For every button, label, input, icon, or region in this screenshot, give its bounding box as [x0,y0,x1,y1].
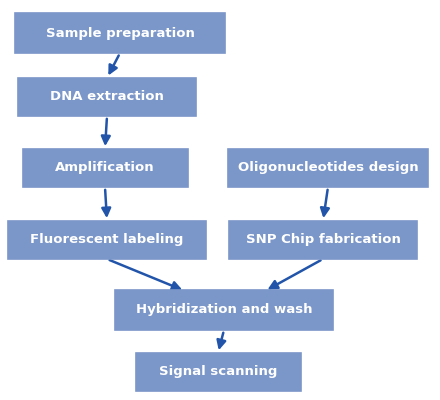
Text: Hybridization and wash: Hybridization and wash [136,304,312,316]
FancyBboxPatch shape [115,290,333,330]
FancyBboxPatch shape [229,221,417,259]
Text: Fluorescent labeling: Fluorescent labeling [30,234,183,246]
Text: Signal scanning: Signal scanning [159,366,277,378]
FancyBboxPatch shape [15,13,225,53]
FancyBboxPatch shape [136,353,301,391]
Text: Sample preparation: Sample preparation [46,26,194,40]
Text: SNP Chip fabrication: SNP Chip fabrication [246,234,400,246]
Text: Amplification: Amplification [55,162,155,174]
FancyBboxPatch shape [22,149,187,187]
Text: Oligonucleotides design: Oligonucleotides design [238,162,418,174]
Text: DNA extraction: DNA extraction [50,90,164,104]
FancyBboxPatch shape [228,149,428,187]
FancyBboxPatch shape [18,78,196,116]
FancyBboxPatch shape [8,221,206,259]
